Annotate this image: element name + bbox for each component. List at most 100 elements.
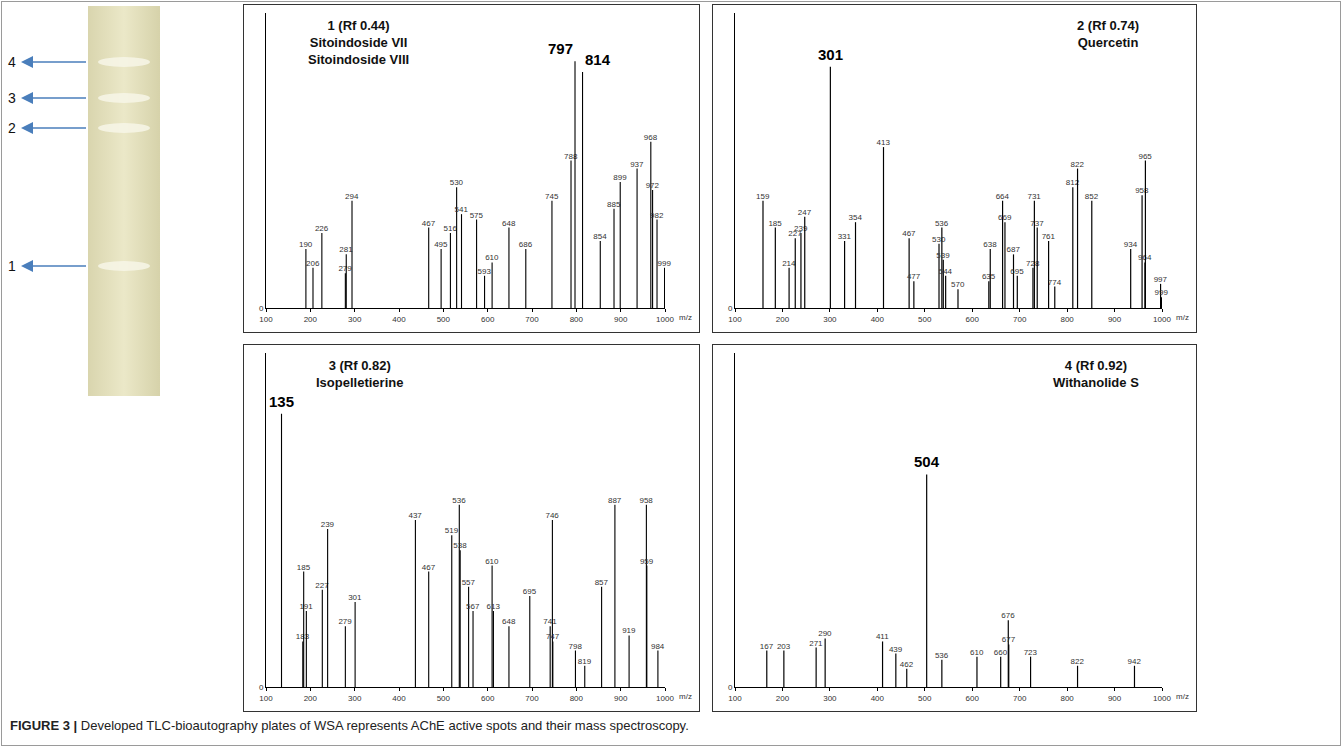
svg-text:300: 300 xyxy=(348,694,362,703)
svg-text:500: 500 xyxy=(437,694,451,703)
svg-text:413: 413 xyxy=(877,138,891,147)
svg-text:747: 747 xyxy=(546,632,560,641)
svg-text:1000: 1000 xyxy=(1153,315,1171,324)
svg-text:610: 610 xyxy=(485,253,499,262)
svg-text:227: 227 xyxy=(315,581,329,590)
svg-text:887: 887 xyxy=(608,496,622,505)
svg-text:900: 900 xyxy=(614,694,628,703)
svg-text:500: 500 xyxy=(918,315,932,324)
svg-text:0: 0 xyxy=(259,304,264,313)
svg-text:600: 600 xyxy=(966,694,980,703)
svg-text:999: 999 xyxy=(658,259,672,268)
svg-text:968: 968 xyxy=(644,133,658,142)
svg-text:937: 937 xyxy=(630,160,644,169)
svg-text:185: 185 xyxy=(297,563,311,572)
svg-text:798: 798 xyxy=(568,642,582,651)
svg-text:964: 964 xyxy=(1138,253,1152,262)
svg-text:226: 226 xyxy=(315,224,329,233)
svg-text:761: 761 xyxy=(1042,232,1056,241)
svg-text:677: 677 xyxy=(1002,635,1016,644)
svg-text:541: 541 xyxy=(455,205,469,214)
svg-text:638: 638 xyxy=(983,240,997,249)
svg-text:660: 660 xyxy=(994,648,1008,657)
svg-text:183: 183 xyxy=(296,632,310,641)
svg-text:271: 271 xyxy=(809,639,823,648)
svg-text:731: 731 xyxy=(1027,192,1041,201)
svg-text:214: 214 xyxy=(782,259,796,268)
svg-text:746: 746 xyxy=(545,511,559,520)
svg-text:227: 227 xyxy=(788,229,802,238)
svg-text:544: 544 xyxy=(939,267,953,276)
svg-text:648: 648 xyxy=(502,219,516,228)
svg-text:567: 567 xyxy=(466,602,480,611)
svg-text:0: 0 xyxy=(728,304,733,313)
svg-text:190: 190 xyxy=(299,240,313,249)
svg-text:575: 575 xyxy=(470,211,484,220)
svg-text:854: 854 xyxy=(593,232,607,241)
svg-text:600: 600 xyxy=(481,315,495,324)
svg-text:159: 159 xyxy=(756,192,770,201)
svg-text:439: 439 xyxy=(889,645,903,654)
svg-text:700: 700 xyxy=(525,694,539,703)
svg-text:857: 857 xyxy=(595,578,609,587)
svg-text:774: 774 xyxy=(1048,278,1062,287)
svg-text:822: 822 xyxy=(1071,160,1085,169)
svg-text:0: 0 xyxy=(259,683,264,692)
svg-text:200: 200 xyxy=(776,315,790,324)
svg-text:600: 600 xyxy=(966,315,980,324)
svg-text:411: 411 xyxy=(876,632,889,641)
svg-text:610: 610 xyxy=(485,557,499,566)
svg-text:m/z: m/z xyxy=(1176,313,1189,322)
svg-text:788: 788 xyxy=(564,152,578,161)
svg-text:570: 570 xyxy=(951,280,965,289)
svg-text:797: 797 xyxy=(548,40,573,57)
svg-text:723: 723 xyxy=(1024,648,1038,657)
svg-text:279: 279 xyxy=(338,617,352,626)
svg-text:600: 600 xyxy=(481,694,495,703)
svg-text:1000: 1000 xyxy=(656,694,674,703)
svg-text:300: 300 xyxy=(348,315,362,324)
svg-text:500: 500 xyxy=(918,694,932,703)
svg-text:959: 959 xyxy=(640,557,654,566)
svg-text:400: 400 xyxy=(871,315,885,324)
svg-text:700: 700 xyxy=(525,315,539,324)
svg-text:519: 519 xyxy=(445,526,459,535)
svg-text:536: 536 xyxy=(452,496,466,505)
svg-text:1 (Rf 0.44)Sitoindoside VIISit: 1 (Rf 0.44)Sitoindoside VIISitoindoside … xyxy=(308,18,409,67)
svg-text:538: 538 xyxy=(453,541,467,550)
svg-text:686: 686 xyxy=(519,240,533,249)
svg-text:984: 984 xyxy=(651,642,665,651)
svg-text:200: 200 xyxy=(776,694,790,703)
svg-text:919: 919 xyxy=(622,626,636,635)
svg-text:972: 972 xyxy=(646,181,660,190)
svg-text:737: 737 xyxy=(1030,219,1044,228)
svg-text:635: 635 xyxy=(982,272,996,281)
svg-text:m/z: m/z xyxy=(1176,692,1189,701)
svg-text:3: 3 xyxy=(8,90,16,106)
svg-text:900: 900 xyxy=(614,315,628,324)
svg-text:885: 885 xyxy=(607,200,621,209)
svg-text:700: 700 xyxy=(1013,315,1027,324)
svg-text:0: 0 xyxy=(728,683,733,692)
svg-text:958: 958 xyxy=(1135,186,1149,195)
svg-text:437: 437 xyxy=(408,511,422,520)
svg-text:965: 965 xyxy=(1138,152,1152,161)
svg-text:4 (Rf 0.92)Withanolide S: 4 (Rf 0.92)Withanolide S xyxy=(1053,358,1139,390)
svg-text:100: 100 xyxy=(259,315,273,324)
svg-text:695: 695 xyxy=(523,587,537,596)
svg-text:687: 687 xyxy=(1007,245,1021,254)
svg-text:669: 669 xyxy=(998,213,1012,222)
svg-text:354: 354 xyxy=(849,213,863,222)
svg-text:812: 812 xyxy=(1066,178,1080,187)
svg-text:530: 530 xyxy=(450,178,464,187)
svg-text:239: 239 xyxy=(794,224,808,233)
svg-text:819: 819 xyxy=(578,657,592,666)
svg-text:279: 279 xyxy=(338,264,352,273)
svg-text:4: 4 xyxy=(8,54,16,70)
svg-text:539: 539 xyxy=(936,251,950,260)
svg-text:294: 294 xyxy=(345,192,359,201)
svg-text:664: 664 xyxy=(996,192,1010,201)
svg-text:400: 400 xyxy=(392,315,406,324)
svg-text:536: 536 xyxy=(935,651,949,660)
svg-text:958: 958 xyxy=(639,496,653,505)
